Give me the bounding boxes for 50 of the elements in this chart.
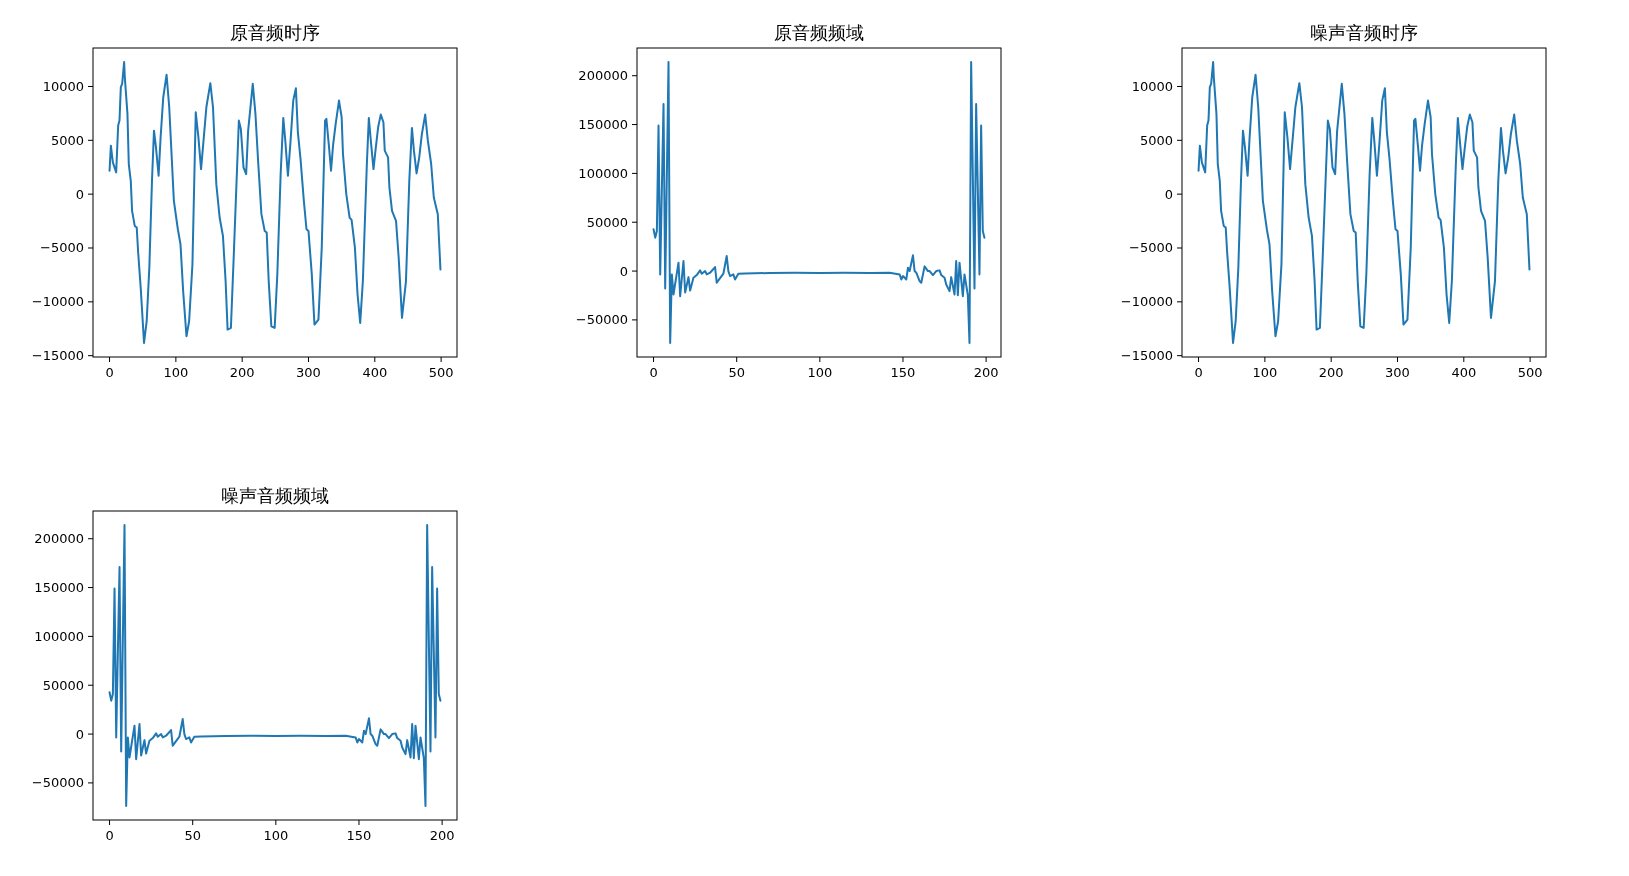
- x-tick-label: 150: [346, 828, 372, 843]
- y-tick-label: 50000: [586, 214, 628, 230]
- y-tick-label: 150000: [578, 117, 628, 133]
- y-tick-label: −50000: [575, 312, 628, 328]
- x-tick-label: 0: [1194, 365, 1203, 380]
- y-tick-label: 5000: [50, 132, 84, 148]
- x-tick-label: 0: [105, 828, 114, 843]
- chart-title: 原音频时序: [230, 22, 320, 43]
- y-tick-label: 100000: [34, 628, 84, 644]
- chart-title: 原音频频域: [774, 22, 864, 43]
- x-tick-label: 300: [296, 365, 321, 380]
- y-tick-label: 10000: [42, 78, 84, 94]
- x-tick-label: 200: [1318, 365, 1344, 380]
- y-tick-label: 0: [1164, 186, 1173, 202]
- x-tick-label: 150: [890, 365, 916, 380]
- x-tick-label: 100: [263, 828, 289, 843]
- y-tick-label: 10000: [1131, 78, 1173, 94]
- x-tick-label: 400: [1451, 365, 1477, 380]
- x-tick-label: 300: [1385, 365, 1410, 380]
- chart-title: 噪声音频时序: [1310, 22, 1418, 43]
- y-tick-label: −5000: [40, 240, 84, 256]
- y-tick-label: 200000: [578, 68, 628, 84]
- y-tick-label: 5000: [1139, 132, 1173, 148]
- x-tick-label: 50: [184, 828, 201, 843]
- x-tick-label: 100: [807, 365, 833, 380]
- x-tick-label: 0: [649, 365, 658, 380]
- x-tick-label: 100: [1252, 365, 1278, 380]
- x-tick-label: 200: [229, 365, 255, 380]
- y-tick-label: 0: [75, 186, 84, 202]
- x-tick-label: 400: [362, 365, 388, 380]
- x-tick-label: 100: [163, 365, 189, 380]
- y-tick-label: 50000: [42, 677, 84, 693]
- y-tick-label: 200000: [34, 531, 84, 547]
- y-tick-label: −10000: [31, 294, 84, 310]
- x-tick-label: 200: [973, 365, 999, 380]
- y-tick-label: 0: [75, 726, 84, 742]
- y-tick-label: −50000: [31, 775, 84, 791]
- y-tick-label: −15000: [31, 348, 84, 364]
- x-tick-label: 50: [728, 365, 745, 380]
- y-tick-label: 0: [619, 263, 628, 279]
- x-tick-label: 0: [105, 365, 114, 380]
- y-tick-label: −15000: [1120, 348, 1173, 364]
- x-tick-label: 500: [428, 365, 454, 380]
- y-tick-label: 150000: [34, 580, 84, 596]
- x-tick-label: 200: [429, 828, 455, 843]
- y-tick-label: −5000: [1129, 240, 1173, 256]
- chart-title: 噪声音频频域: [221, 485, 329, 506]
- y-tick-label: 100000: [578, 165, 628, 181]
- x-tick-label: 500: [1517, 365, 1543, 380]
- y-tick-label: −10000: [1120, 294, 1173, 310]
